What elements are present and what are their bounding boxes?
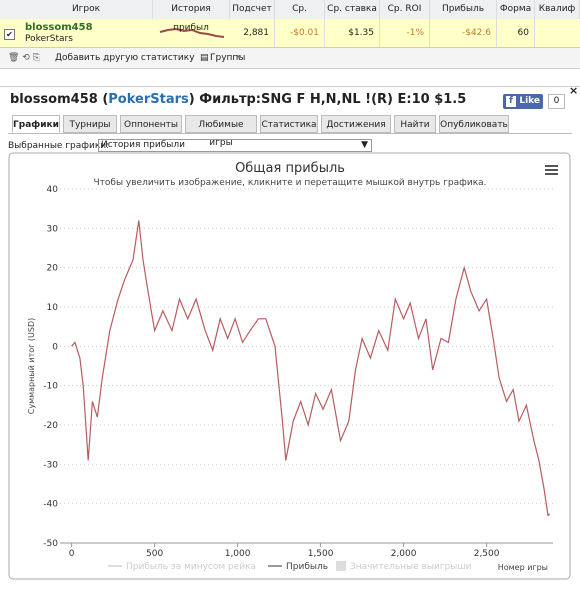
groups[interactable]: Группы [210,53,246,63]
close[interactable]: × [569,84,579,97]
fb-icon: f [506,96,516,107]
player-site: PokerStars [25,34,73,44]
x-tick-label: 0 [69,549,75,559]
sparkline [159,27,225,38]
column-header[interactable]: Ср. ROI [380,0,430,19]
y-tick-label: 10 [47,303,59,313]
divider [0,86,580,87]
y-tick-label: -30 [43,460,58,470]
groups-arrow: ▾ [237,53,242,63]
groups-icon: ▤ [200,53,209,63]
cell: 60 [497,19,535,47]
tab[interactable]: Достижения [321,115,391,133]
player-name[interactable]: blossom458 [25,22,93,33]
cell: -$0.01 [275,19,325,47]
tab[interactable]: Найти [394,115,436,133]
x-tick-label: 1,500 [308,549,334,559]
column-header[interactable]: Игрок [20,0,153,19]
column-header[interactable]: Форма [497,0,535,19]
toolbar-icons[interactable]: 🗑 ⟲ ⎘ [8,53,40,63]
header-filter: Фильтр:SNG F H,N,NL !(R) E:10 $1.5 [199,92,467,107]
selector-arrow: ▼ [361,140,368,150]
selector[interactable]: История прибыли ▼ [98,139,372,152]
y-tick-label: 20 [47,264,59,274]
chart-subtitle: Чтобы увеличить изображение, кликните и … [93,178,486,188]
menu-icon[interactable] [545,165,558,175]
y-tick-label: -50 [43,539,58,549]
cell: -$42.6 [430,19,497,47]
y-tick-label: -10 [43,382,58,392]
x-tick-label: 1,000 [225,549,251,559]
chart-frame [8,152,571,580]
x-axis-label: Номер игры [498,563,548,572]
line [71,220,551,517]
selector-value: История прибыли [101,140,185,150]
checkbox[interactable]: ✔ [4,29,15,40]
cell: $1.35 [325,19,380,47]
legend-item: Прибыль за минусом рейка [126,562,256,572]
column-header[interactable]: История прибыл [153,0,230,33]
column-header[interactable]: Подсчет [230,0,275,19]
y-tick-label: 40 [47,185,59,195]
y-tick-label: -40 [43,500,58,510]
legend-item: Значительные выигрыши [350,562,472,572]
tab[interactable]: Турниры [63,115,117,133]
legend-swatch [336,561,346,571]
y-axis-label: Суммарный итог (USD) [27,318,36,415]
cell: 2,881 [230,19,275,47]
chart-title: Общая прибыль [235,161,345,176]
header-player: blossom458 [10,92,98,107]
tab[interactable]: Статистика [260,115,318,133]
like-count: 0 [548,94,565,109]
header-site[interactable]: PokerStars [108,92,189,107]
y-tick-label: 0 [52,342,58,352]
column-header[interactable]: Ср. ставка [325,0,380,19]
header-title: blossom458 (PokerStars) Фильтр:SNG F H,N… [10,92,467,107]
y-tick-label: 30 [47,224,59,234]
tab-line [8,133,572,134]
tab[interactable]: Графики [12,115,60,133]
y-tick-label: -20 [43,421,58,431]
legend-item: Прибыль [286,562,328,572]
x-tick-label: 500 [146,549,163,559]
selector-label: Выбранные графики: [8,141,110,151]
x-tick-label: 2,000 [391,549,417,559]
column-header[interactable]: Прибыль [430,0,497,19]
tab[interactable]: Опубликовать [439,115,509,133]
tab[interactable]: Любимые игры [185,115,257,148]
add-stat[interactable]: Добавить другую статистику [55,53,195,63]
x-tick-label: 2,500 [474,549,500,559]
cell: -1% [380,19,430,47]
tab[interactable]: Оппоненты [120,115,182,133]
toolbar [0,48,580,69]
